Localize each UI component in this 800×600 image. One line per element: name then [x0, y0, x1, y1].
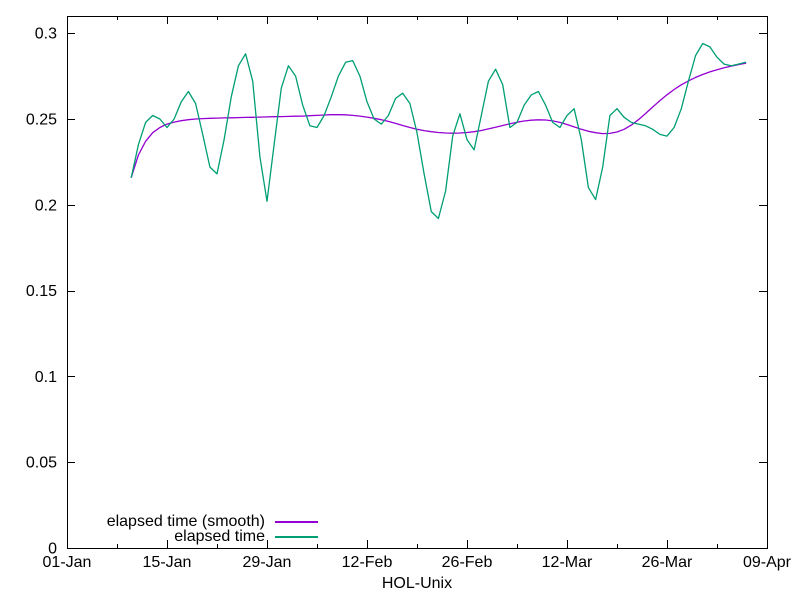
x-tick-label: 26-Feb — [442, 554, 493, 571]
x-tick-label: 15-Jan — [143, 554, 192, 571]
y-tick-label: 0.3 — [35, 26, 57, 43]
x-axis-title: HOL-Unix — [381, 575, 453, 592]
y-tick-label: 0.05 — [26, 455, 57, 472]
y-tick-label: 0 — [48, 541, 57, 558]
legend-label-smooth: elapsed time (smooth) — [106, 513, 265, 530]
legend-label-raw: elapsed time — [174, 528, 265, 545]
legend-line-sample-raw — [275, 535, 318, 538]
legend-item-elapsed-time-smooth: elapsed time (smooth) — [106, 513, 318, 530]
legend-line-sample-smooth — [275, 520, 318, 523]
y-tick-label: 0.15 — [26, 283, 57, 300]
x-tick-label: 09-Apr — [743, 554, 792, 571]
series-line-elapsed-time — [130, 42, 747, 220]
x-tick-label: 29-Jan — [243, 554, 292, 571]
x-tick-label: 26-Mar — [642, 554, 693, 571]
y-tick-label: 0.25 — [26, 111, 57, 128]
plot-border — [67, 16, 768, 549]
y-tick-label: 0.2 — [35, 197, 57, 214]
legend: elapsed time (smooth) elapsed time — [106, 513, 318, 545]
x-tick-label: 12-Mar — [542, 554, 593, 571]
x-tick-label: 01-Jan — [43, 554, 92, 571]
series-line-elapsed-time-smooth — [130, 62, 747, 178]
y-tick-label: 0.1 — [35, 369, 57, 386]
legend-item-elapsed-time: elapsed time — [107, 528, 318, 545]
x-tick-label: 12-Feb — [342, 554, 393, 571]
